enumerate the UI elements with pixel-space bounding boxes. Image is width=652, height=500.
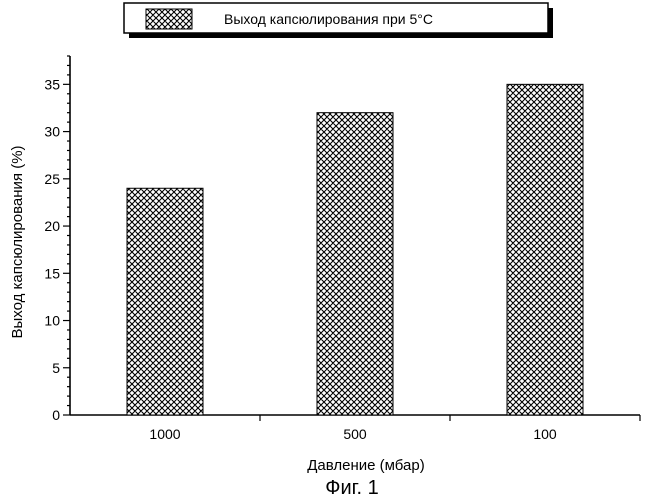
- y-tick-label: 30: [44, 124, 60, 140]
- y-tick-label: 15: [44, 265, 60, 281]
- x-ticks: 1000 500 100: [149, 415, 640, 442]
- y-axis-title: Выход капсюлирования (%): [9, 145, 26, 338]
- legend-label: Выход капсюлирования при 5°C: [224, 11, 433, 27]
- y-tick-label: 20: [44, 218, 60, 234]
- y-tick-label: 0: [52, 407, 60, 423]
- legend-swatch: [146, 9, 192, 29]
- x-tick-label: 1000: [149, 426, 180, 442]
- bar-500: [317, 113, 393, 415]
- figure-caption: Фиг. 1: [325, 477, 378, 499]
- y-tick-label: 25: [44, 171, 60, 187]
- x-tick-label: 500: [343, 426, 367, 442]
- y-ticks: 0 5 10 15 20 25 30 35: [44, 56, 70, 423]
- y-tick-label: 35: [44, 76, 60, 92]
- legend: Выход капсюлирования при 5°C: [124, 3, 553, 38]
- x-axis-title: Давление (мбар): [307, 457, 424, 474]
- y-tick-label: 5: [52, 360, 60, 376]
- bar-1000: [127, 188, 203, 415]
- y-tick-label: 10: [44, 313, 60, 329]
- bars: [127, 84, 583, 415]
- x-tick-label: 100: [533, 426, 557, 442]
- bar-100: [507, 84, 583, 415]
